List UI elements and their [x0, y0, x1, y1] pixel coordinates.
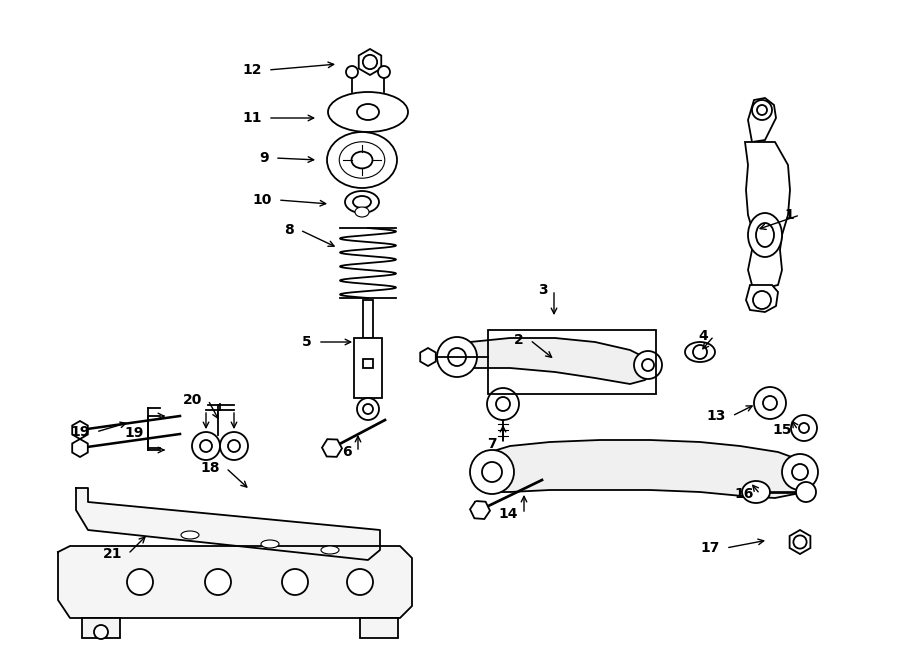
Circle shape — [693, 345, 707, 359]
Circle shape — [763, 396, 777, 410]
Text: 11: 11 — [242, 111, 262, 125]
Circle shape — [642, 359, 654, 371]
Circle shape — [347, 569, 373, 595]
Polygon shape — [82, 618, 120, 638]
Text: 10: 10 — [253, 193, 272, 207]
Ellipse shape — [685, 342, 715, 362]
Ellipse shape — [742, 481, 770, 503]
Text: 13: 13 — [706, 409, 726, 423]
Ellipse shape — [748, 213, 782, 257]
Text: 6: 6 — [342, 445, 352, 459]
Circle shape — [220, 432, 248, 460]
Bar — [363, 360, 373, 368]
Circle shape — [437, 337, 477, 377]
Text: 2: 2 — [514, 333, 524, 347]
Circle shape — [363, 404, 373, 414]
Circle shape — [792, 464, 808, 480]
Polygon shape — [746, 285, 778, 312]
Text: 19: 19 — [124, 426, 144, 440]
Text: 5: 5 — [302, 335, 312, 349]
Circle shape — [228, 440, 240, 452]
Polygon shape — [748, 98, 776, 142]
Ellipse shape — [321, 546, 339, 554]
Polygon shape — [76, 488, 380, 560]
Circle shape — [794, 535, 806, 549]
Circle shape — [378, 66, 390, 78]
Text: 1: 1 — [784, 208, 794, 222]
Ellipse shape — [345, 191, 379, 213]
Polygon shape — [359, 49, 382, 75]
Polygon shape — [322, 439, 342, 457]
Text: 9: 9 — [259, 151, 269, 165]
Circle shape — [448, 348, 466, 366]
Circle shape — [282, 569, 308, 595]
Text: 7: 7 — [488, 437, 497, 451]
Polygon shape — [745, 142, 790, 288]
Text: 14: 14 — [499, 507, 518, 521]
Circle shape — [791, 415, 817, 441]
Circle shape — [487, 388, 519, 420]
Text: 19: 19 — [70, 425, 90, 439]
Polygon shape — [420, 348, 436, 366]
Circle shape — [127, 569, 153, 595]
Ellipse shape — [353, 196, 371, 208]
Polygon shape — [454, 338, 652, 384]
Text: 8: 8 — [284, 223, 294, 237]
Circle shape — [346, 66, 358, 78]
Ellipse shape — [357, 104, 379, 120]
Text: 21: 21 — [103, 547, 122, 561]
Circle shape — [752, 100, 772, 120]
Polygon shape — [72, 439, 88, 457]
Text: 4: 4 — [698, 329, 708, 343]
Circle shape — [754, 387, 786, 419]
Circle shape — [496, 397, 510, 411]
Bar — [363, 300, 373, 338]
Circle shape — [363, 55, 377, 69]
Polygon shape — [470, 501, 490, 519]
Ellipse shape — [756, 223, 774, 247]
Text: 18: 18 — [201, 461, 220, 475]
Ellipse shape — [261, 540, 279, 548]
Polygon shape — [58, 546, 412, 618]
Text: 12: 12 — [242, 63, 262, 77]
Text: 16: 16 — [734, 487, 754, 501]
Polygon shape — [490, 440, 812, 498]
Ellipse shape — [181, 531, 199, 539]
Circle shape — [192, 432, 220, 460]
Bar — [354, 338, 382, 398]
Circle shape — [796, 482, 816, 502]
Polygon shape — [789, 530, 810, 554]
Text: 15: 15 — [772, 423, 792, 437]
Text: 20: 20 — [183, 393, 202, 407]
Circle shape — [200, 440, 212, 452]
Circle shape — [753, 291, 771, 309]
Ellipse shape — [355, 207, 369, 217]
Polygon shape — [360, 618, 398, 638]
Bar — [488, 330, 656, 394]
Text: 3: 3 — [538, 283, 548, 297]
Ellipse shape — [327, 132, 397, 188]
Circle shape — [482, 462, 502, 482]
Text: 17: 17 — [700, 541, 720, 555]
Circle shape — [205, 569, 231, 595]
Circle shape — [782, 454, 818, 490]
Circle shape — [799, 423, 809, 433]
Ellipse shape — [328, 92, 408, 132]
Ellipse shape — [352, 151, 373, 169]
Circle shape — [357, 398, 379, 420]
Circle shape — [470, 450, 514, 494]
Polygon shape — [72, 421, 88, 439]
Circle shape — [634, 351, 662, 379]
Circle shape — [94, 625, 108, 639]
